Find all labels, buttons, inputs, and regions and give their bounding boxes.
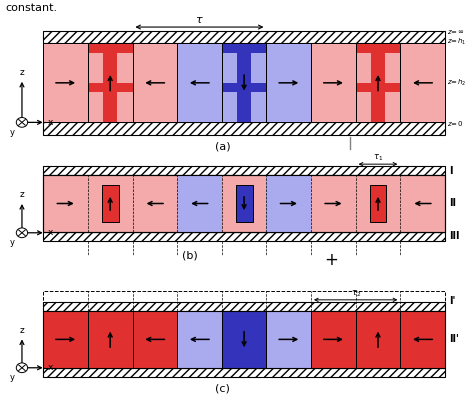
- Bar: [311, 43, 356, 123]
- Bar: [43, 175, 445, 232]
- Text: x: x: [48, 363, 54, 372]
- Bar: [177, 175, 222, 232]
- Bar: [43, 123, 445, 135]
- Text: z: z: [19, 326, 24, 335]
- Bar: [177, 311, 222, 368]
- Text: (c): (c): [215, 384, 230, 394]
- Bar: [266, 311, 311, 368]
- Bar: [401, 43, 445, 123]
- Bar: [222, 43, 266, 123]
- Bar: [266, 175, 311, 232]
- Bar: [43, 368, 445, 377]
- Bar: [311, 311, 356, 368]
- Circle shape: [16, 118, 27, 127]
- Bar: [88, 43, 133, 123]
- Text: x: x: [48, 228, 54, 237]
- Text: z: z: [19, 68, 24, 77]
- Text: +: +: [325, 251, 338, 269]
- Bar: [43, 291, 445, 311]
- Text: $z\!=\!\infty$: $z\!=\!\infty$: [447, 28, 465, 36]
- Bar: [356, 53, 371, 83]
- Bar: [356, 43, 401, 123]
- Text: $\tau$: $\tau$: [195, 15, 204, 25]
- Text: I: I: [449, 166, 452, 176]
- Bar: [356, 92, 371, 123]
- Bar: [356, 43, 401, 123]
- Text: y: y: [10, 128, 15, 137]
- Bar: [88, 43, 133, 123]
- Bar: [43, 43, 88, 123]
- Bar: [222, 311, 266, 368]
- Bar: [43, 311, 88, 368]
- Bar: [117, 53, 133, 83]
- Text: x: x: [48, 118, 54, 127]
- Circle shape: [16, 228, 27, 238]
- Bar: [43, 302, 445, 311]
- Bar: [356, 311, 401, 368]
- Bar: [266, 43, 311, 123]
- Text: $\tau_1$: $\tau_1$: [373, 152, 383, 162]
- Bar: [222, 53, 237, 83]
- Bar: [222, 43, 266, 123]
- Text: (a): (a): [215, 142, 231, 152]
- Text: $z\!=\!h_1$: $z\!=\!h_1$: [447, 37, 466, 47]
- Bar: [43, 31, 445, 43]
- Text: III: III: [449, 231, 459, 241]
- Bar: [117, 92, 133, 123]
- Bar: [222, 92, 237, 123]
- Text: (b): (b): [182, 251, 198, 261]
- Bar: [222, 43, 266, 123]
- Text: I': I': [449, 296, 455, 306]
- Bar: [401, 43, 445, 123]
- Text: y: y: [10, 238, 15, 247]
- Bar: [88, 311, 133, 368]
- Bar: [385, 92, 401, 123]
- Bar: [177, 43, 222, 123]
- Bar: [177, 43, 222, 123]
- Circle shape: [16, 363, 27, 373]
- Text: II: II: [449, 199, 456, 208]
- Text: $z\!=\!0$: $z\!=\!0$: [447, 119, 463, 128]
- Bar: [102, 185, 118, 222]
- Bar: [251, 92, 266, 123]
- Bar: [370, 185, 386, 222]
- Bar: [356, 43, 401, 123]
- Bar: [43, 232, 445, 241]
- Bar: [311, 43, 356, 123]
- Bar: [88, 92, 103, 123]
- Bar: [43, 311, 445, 368]
- Text: y: y: [10, 373, 15, 382]
- Bar: [43, 43, 88, 123]
- Bar: [43, 175, 445, 232]
- Text: constant.: constant.: [5, 3, 57, 13]
- Bar: [43, 43, 445, 123]
- Bar: [88, 43, 133, 123]
- Text: z: z: [19, 190, 24, 199]
- Bar: [401, 311, 445, 368]
- Bar: [251, 53, 266, 83]
- Bar: [43, 166, 445, 175]
- Bar: [385, 53, 401, 83]
- Text: $\tau_2$: $\tau_2$: [351, 288, 361, 299]
- Bar: [236, 185, 253, 222]
- Bar: [266, 43, 311, 123]
- Bar: [133, 43, 177, 123]
- Bar: [88, 53, 103, 83]
- Bar: [133, 43, 177, 123]
- Text: $z\!=\!h_2$: $z\!=\!h_2$: [447, 78, 466, 88]
- Bar: [133, 311, 177, 368]
- Text: II': II': [449, 335, 459, 344]
